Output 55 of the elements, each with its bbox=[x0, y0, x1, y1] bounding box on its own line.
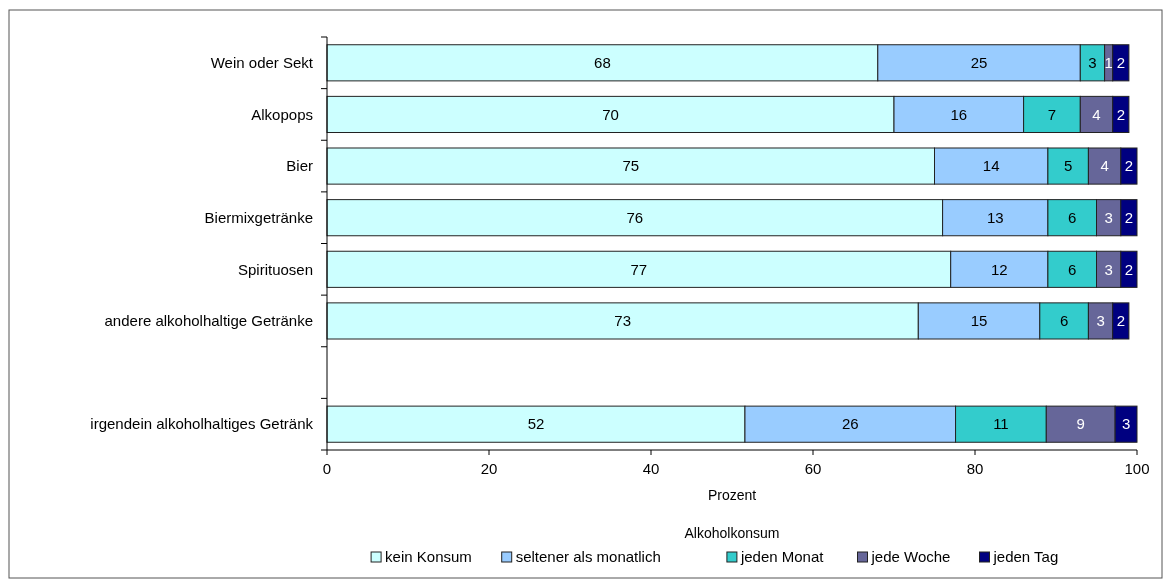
y-tick-label: Alkopops bbox=[251, 105, 313, 123]
data-label: 13 bbox=[986, 208, 1004, 226]
data-label: 5 bbox=[1063, 157, 1073, 175]
data-label: 68 bbox=[594, 54, 611, 72]
data-label: 6 bbox=[1068, 208, 1077, 226]
x-tick-label: 20 bbox=[480, 460, 498, 477]
data-label: 75 bbox=[622, 157, 640, 175]
y-tick-label: Bier bbox=[286, 157, 313, 175]
data-label: 2 bbox=[1116, 54, 1125, 72]
data-label: 15 bbox=[970, 312, 988, 330]
y-tick-label: irgendein alkoholhaltiges Getränk bbox=[90, 415, 314, 433]
data-label: 6 bbox=[1068, 260, 1077, 278]
data-label: 2 bbox=[1124, 260, 1134, 278]
data-label: 9 bbox=[1076, 415, 1085, 433]
data-label: 4 bbox=[1092, 105, 1101, 123]
data-label: 14 bbox=[982, 157, 1000, 175]
x-tick-label: 40 bbox=[642, 460, 660, 477]
y-tick-label: Wein oder Sekt bbox=[210, 54, 314, 72]
legend-label: kein Konsum bbox=[385, 548, 472, 565]
data-label: 2 bbox=[1124, 157, 1134, 175]
data-label: 2 bbox=[1116, 312, 1125, 330]
y-tick-label: Biermixgetränke bbox=[204, 208, 313, 226]
data-label: 1 bbox=[1104, 54, 1113, 72]
legend-title: Alkoholkonsum bbox=[684, 525, 780, 541]
data-label: 76 bbox=[626, 208, 644, 226]
data-label: 3 bbox=[1104, 260, 1113, 278]
data-label: 3 bbox=[1088, 54, 1097, 72]
legend-label: jeden Tag bbox=[992, 548, 1059, 565]
y-tick-label: andere alkoholhaltige Getränke bbox=[104, 312, 313, 330]
data-label: 70 bbox=[602, 105, 619, 123]
data-label: 52 bbox=[527, 415, 545, 433]
x-tick-label: 100 bbox=[1124, 460, 1150, 477]
y-tick-label: Spirituosen bbox=[237, 260, 313, 278]
x-tick-label: 0 bbox=[322, 460, 332, 477]
data-label: 3 bbox=[1104, 208, 1113, 226]
data-label: 73 bbox=[614, 312, 631, 330]
legend-label: jede Woche bbox=[870, 548, 951, 565]
data-label: 4 bbox=[1100, 157, 1109, 175]
legend-label: jeden Monat bbox=[739, 548, 825, 565]
data-label: 26 bbox=[841, 415, 859, 433]
data-label: 6 bbox=[1059, 312, 1069, 330]
data-label: 25 bbox=[970, 54, 988, 72]
x-tick-label: 80 bbox=[966, 460, 984, 477]
data-label: 16 bbox=[950, 105, 968, 123]
data-label: 2 bbox=[1116, 105, 1125, 123]
data-label: 12 bbox=[990, 260, 1008, 278]
data-label: 7 bbox=[1047, 105, 1057, 123]
x-tick-label: 60 bbox=[804, 460, 822, 477]
data-label: 11 bbox=[993, 415, 1009, 433]
data-label: 3 bbox=[1096, 312, 1105, 330]
data-label: 2 bbox=[1124, 208, 1134, 226]
data-label: 77 bbox=[630, 260, 648, 278]
x-axis-title: Prozent bbox=[707, 487, 757, 503]
legend-label: seltener als monatlich bbox=[515, 548, 661, 565]
data-label: 3 bbox=[1121, 415, 1131, 433]
